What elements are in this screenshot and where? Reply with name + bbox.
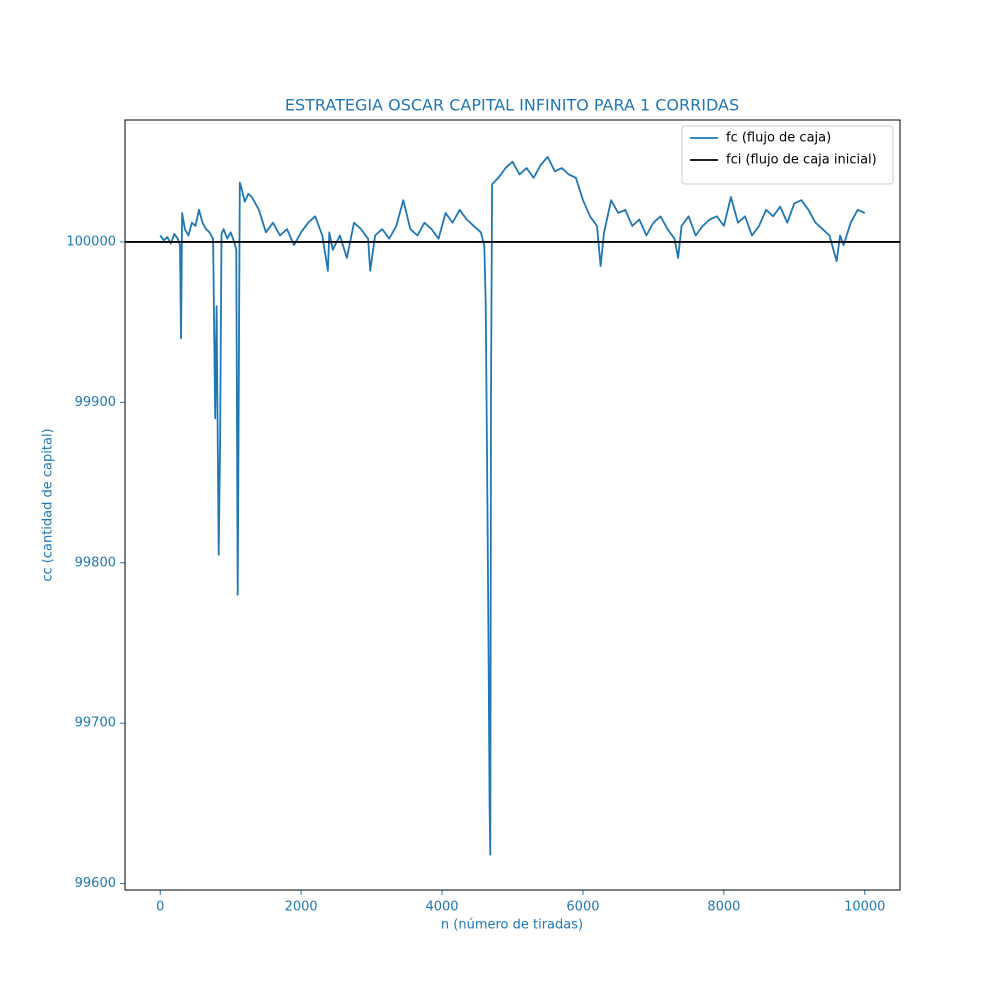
data-line xyxy=(159,156,866,856)
plot-frame xyxy=(124,119,901,891)
y-tick-label: 99700 xyxy=(75,716,116,731)
y-tick-label: 100000 xyxy=(66,234,116,249)
legend-box xyxy=(681,125,894,185)
x-tick-label: 10000 xyxy=(844,900,885,915)
chart-title: ESTRATEGIA OSCAR CAPITAL INFINITO PARA 1… xyxy=(285,96,739,115)
legend-label: fci (flujo de caja inicial) xyxy=(726,153,877,168)
x-tick-label: 6000 xyxy=(566,900,599,915)
y-tick-label: 99900 xyxy=(75,395,116,410)
x-tick-label: 8000 xyxy=(707,900,740,915)
y-tick-label: 99600 xyxy=(75,876,116,891)
legend-label: fc (flujo de caja) xyxy=(726,131,831,146)
x-tick-label: 0 xyxy=(156,900,164,915)
x-tick-label: 4000 xyxy=(425,900,458,915)
x-tick-label: 2000 xyxy=(285,900,318,915)
y-tick-label: 99800 xyxy=(75,555,116,570)
x-axis-label: n (número de tiradas) xyxy=(441,918,583,933)
y-axis-label: cc (cantidad de capital) xyxy=(41,428,56,581)
